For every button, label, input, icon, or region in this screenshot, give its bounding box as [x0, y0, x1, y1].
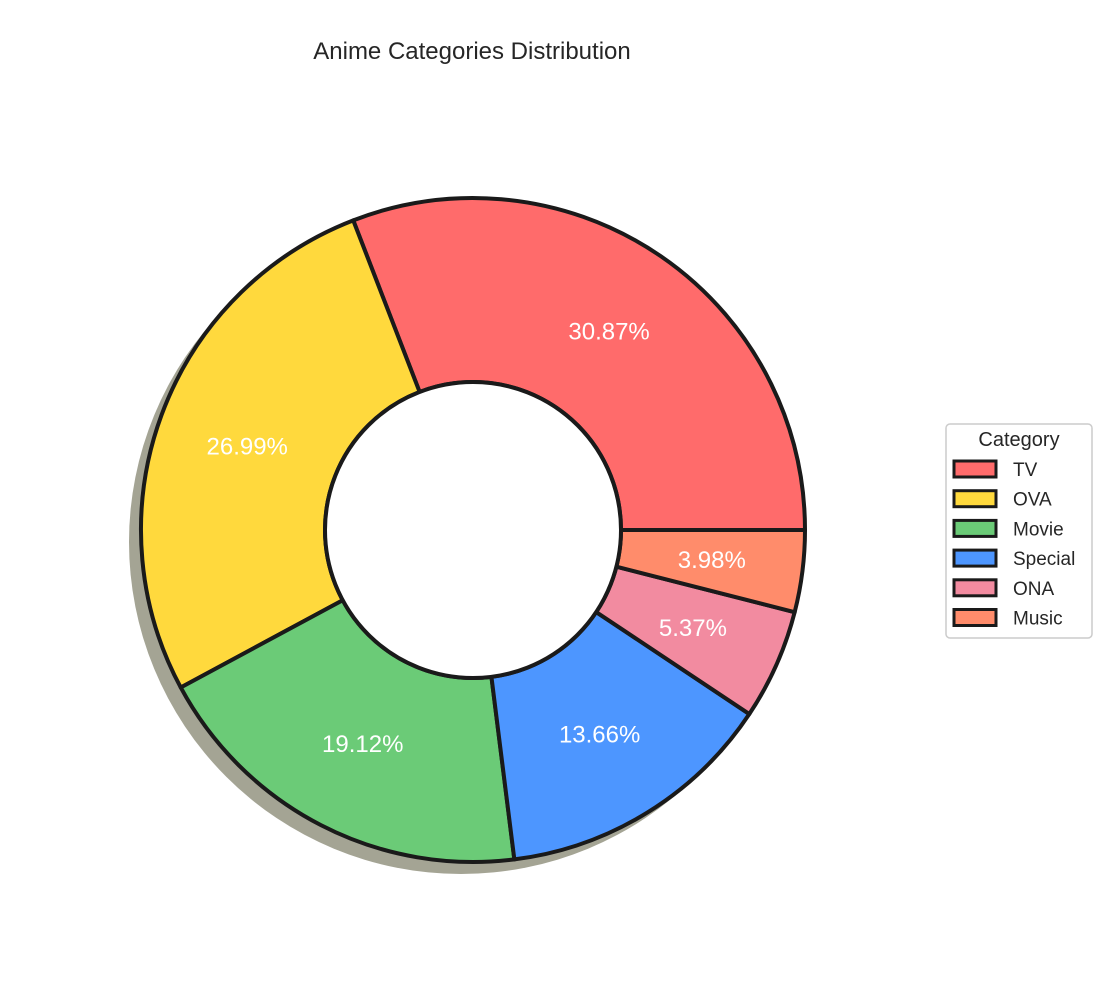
legend-label-ona: ONA: [1013, 579, 1055, 600]
legend-swatch-ona: [952, 578, 998, 598]
legend-label-special: Special: [1013, 549, 1075, 570]
percentage-labels: 30.87% 26.99% 19.12% 13.66% 5.37% 3.98%: [207, 318, 746, 757]
slice-label-special: 13.66%: [559, 722, 640, 749]
legend-items: TV OVA Movie Special ONA Music: [952, 459, 1075, 630]
legend: Category TV OVA Movie Special ONA Music: [945, 423, 1093, 639]
legend-swatch-movie: [952, 518, 998, 538]
slice-label-ova: 26.99%: [207, 434, 288, 461]
slice-label-ona: 5.37%: [659, 615, 727, 642]
legend-swatch-music: [952, 608, 998, 627]
legend-label-tv: TV: [1013, 460, 1038, 481]
legend-label-ova: OVA: [1013, 490, 1052, 511]
legend-swatch-tv: [952, 459, 998, 479]
legend-swatch-ova: [952, 489, 998, 509]
legend-label-music: Music: [1013, 609, 1063, 630]
legend-swatch-special: [952, 548, 998, 568]
legend-title: Category: [978, 429, 1059, 451]
donut-hole: [323, 380, 623, 680]
legend-label-movie: Movie: [1013, 519, 1064, 540]
pie-slices: [139, 196, 807, 864]
slice-label-tv: 30.87%: [568, 318, 649, 345]
chart-title: Anime Categories Distribution: [313, 38, 630, 65]
slice-label-music: 3.98%: [678, 547, 746, 574]
slice-label-movie: 19.12%: [322, 731, 403, 758]
